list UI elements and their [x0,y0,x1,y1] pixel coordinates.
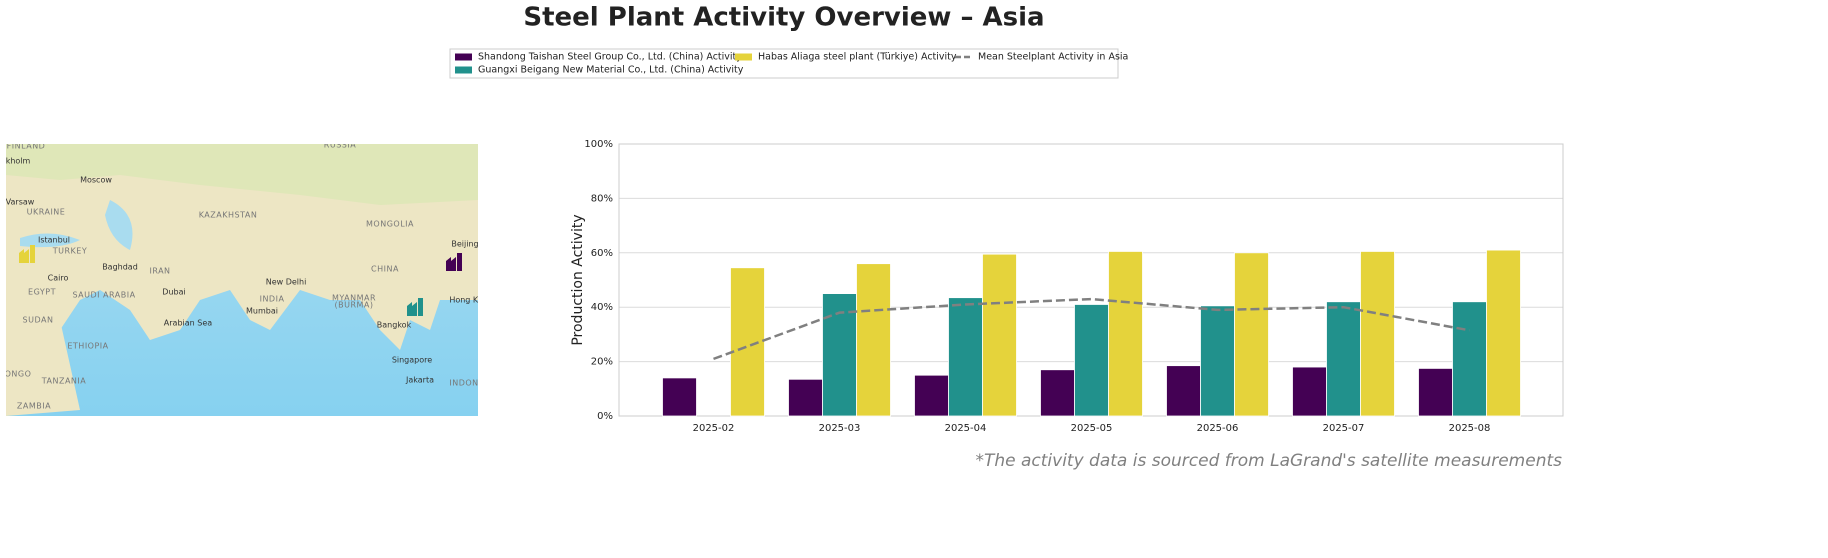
map-label: Moscow [80,176,112,185]
legend-label: Habas Aliaga steel plant (Türkiye) Activ… [758,52,957,63]
map-label: Hong Ko [449,296,482,305]
map-label: Jakarta [405,376,434,385]
y-tick-label: 80% [591,193,613,204]
y-tick-label: 0% [597,411,613,422]
bar [788,378,823,417]
bar [982,253,1017,417]
bar [1074,304,1109,417]
x-tick-label: 2025-06 [1197,423,1239,434]
legend-box [449,48,1119,79]
map-label: EGYPT [28,288,56,297]
legend-label: Guangxi Beigang New Material Co., Ltd. (… [478,65,744,76]
map-land [6,144,478,380]
bar [662,377,697,417]
map-arabia [120,290,180,340]
bar [822,293,857,417]
map-label: SAUDI ARABIA [72,291,135,300]
bar [1360,251,1395,417]
legend-swatch [455,66,472,74]
map-land-north [6,144,478,205]
map-label: Dubai [162,288,185,297]
map [6,144,478,416]
map-label: MONGOLIA [366,220,414,229]
bar [730,267,765,417]
bar [1326,301,1361,417]
legend-label: Mean Steelplant Activity in Asia [978,52,1128,63]
x-tick-label: 2025-02 [693,423,735,434]
map-label: Cairo [48,274,69,283]
footnote: *The activity data is sourced from LaGra… [975,451,1562,471]
map-label: New Delhi [266,278,307,287]
bar [914,374,949,417]
map-label: (BURMA) [334,301,373,310]
map-label: INDON [449,379,478,388]
bar [1040,369,1075,417]
bar [1292,366,1327,417]
map-label: UKRAINE [27,208,66,217]
bar [1108,251,1143,417]
y-tick-label: 60% [591,248,613,259]
legend-swatch [735,53,752,61]
bar [856,263,891,417]
map-africa [6,300,80,416]
map-label: Mumbai [246,307,278,316]
map-label: TANZANIA [41,377,87,386]
map-seas [20,200,133,250]
bar [1234,252,1269,417]
map-label: Istanbul [38,236,70,245]
x-tick-label: 2025-05 [1071,423,1113,434]
plant-icon [19,245,35,263]
map-label: Arabian Sea [164,319,212,328]
map-label: Bangkok [377,321,412,330]
x-tick-label: 2025-04 [945,423,987,434]
legend-swatch [455,53,472,61]
map-label: ETHIOPIA [67,342,108,351]
chart-title: Steel Plant Activity Overview – Asia [523,3,1044,33]
map-label: ONGO [5,370,32,379]
map-label: Varsaw [6,198,35,207]
map-label: FINLAND [7,142,46,151]
map-label: ZAMBIA [17,402,51,411]
y-axis-label: Production Activity [570,214,586,345]
map-label: CHINA [371,265,399,274]
bar [1418,367,1453,417]
x-tick-label: 2025-08 [1449,423,1491,434]
map-label: INDIA [260,295,285,304]
mean-line [713,297,1470,361]
x-tick-label: 2025-03 [819,423,861,434]
plant-icon [407,298,423,316]
map-label: KAZAKHSTAN [199,211,258,220]
y-tick-label: 40% [591,302,613,313]
map-label: Baghdad [102,263,138,272]
map-label: Singapore [392,356,432,365]
bar [1452,301,1487,417]
y-tick-label: 20% [591,357,613,368]
bar [1486,249,1521,417]
y-tick-label: 100% [584,139,613,150]
map-label: Beijing [451,240,478,249]
bar [1166,365,1201,417]
map-label: SUDAN [23,316,54,325]
map-label: IRAN [149,267,170,276]
map-label: TURKEY [52,247,88,256]
legend-label: Shandong Taishan Steel Group Co., Ltd. (… [478,52,742,63]
map-label: kholm [6,157,31,166]
plant-icon [446,253,462,271]
bar [948,297,983,417]
map-label: MYANMAR [332,294,376,303]
x-tick-label: 2025-07 [1323,423,1365,434]
bar [1200,305,1235,417]
map-label: RUSSIA [324,141,356,150]
